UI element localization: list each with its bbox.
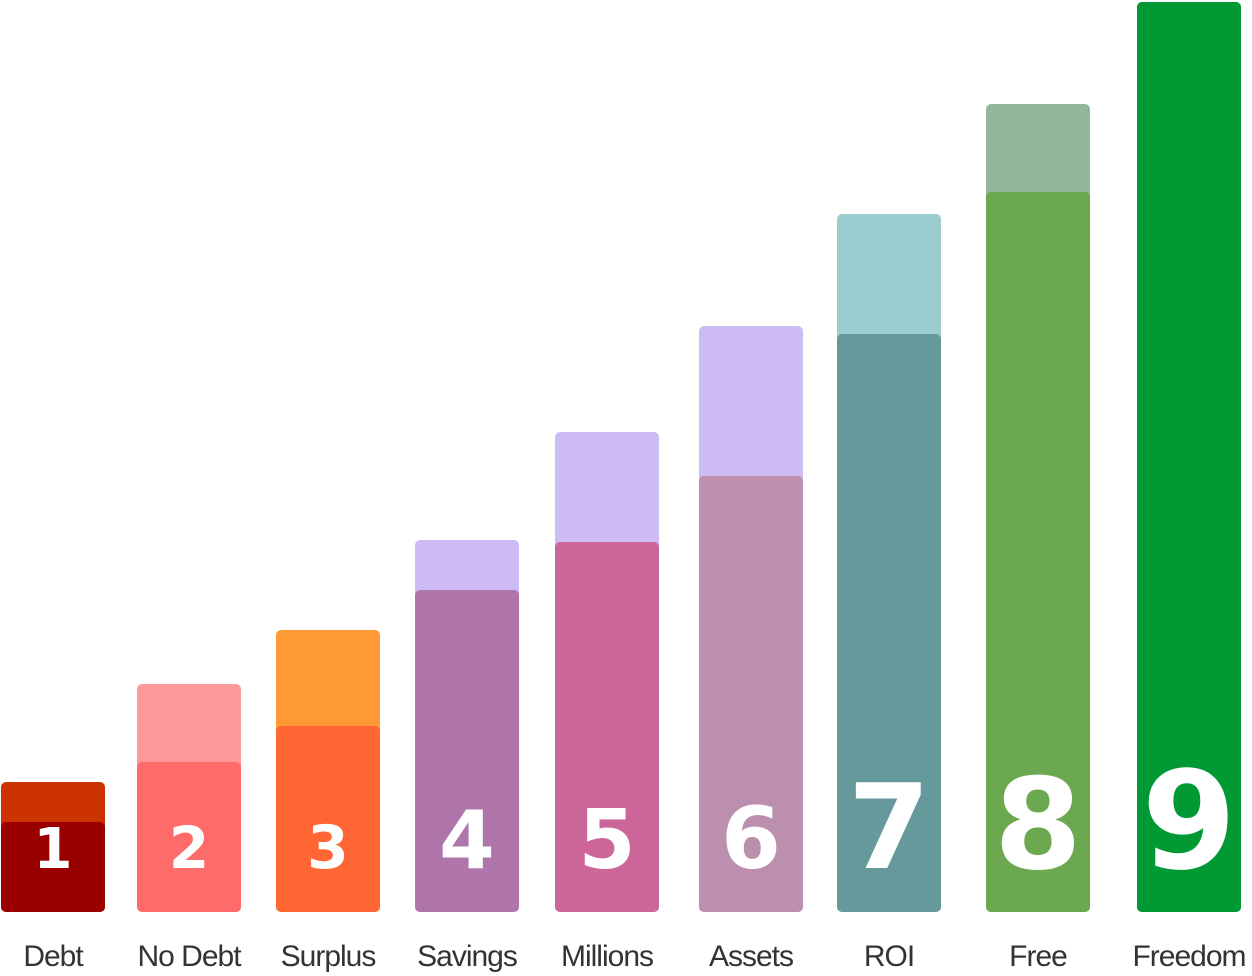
category-label-freedom: Freedom — [1132, 940, 1245, 973]
step-number-3: 3 — [307, 813, 349, 883]
step-number-6: 6 — [721, 789, 781, 889]
category-label-no-debt: No Debt — [137, 940, 242, 973]
category-label-surplus: Surplus — [281, 940, 376, 973]
step-number-2: 2 — [169, 814, 209, 882]
bar-base-freedom — [1137, 2, 1241, 912]
step-number-9: 9 — [1142, 743, 1237, 901]
step-number-5: 5 — [578, 793, 635, 888]
bar-base-roi — [837, 334, 941, 912]
category-label-debt: Debt — [23, 940, 84, 973]
bar-base-assets — [699, 476, 803, 912]
category-label-group: Debt No Debt Surplus Savings Millions Assets R… — [23, 940, 1246, 973]
bar-base-debt — [1, 822, 105, 912]
bar-group — [1, 2, 1241, 912]
category-label-roi: ROI — [864, 940, 914, 973]
bar-base-no-debt — [137, 762, 241, 912]
category-label-millions: Millions — [561, 940, 653, 973]
step-number-7: 7 — [848, 758, 930, 896]
bar-base-surplus — [276, 726, 380, 912]
category-label-savings: Savings — [417, 940, 517, 973]
step-number-4: 4 — [439, 794, 495, 887]
bar-base-millions — [555, 542, 659, 912]
category-label-assets: Assets — [709, 940, 793, 973]
bar-base-savings — [415, 590, 519, 912]
bar-base-free — [986, 192, 1090, 912]
step-number-1: 1 — [34, 817, 73, 882]
category-label-free: Free — [1009, 940, 1067, 973]
step-number-8: 8 — [994, 751, 1082, 898]
